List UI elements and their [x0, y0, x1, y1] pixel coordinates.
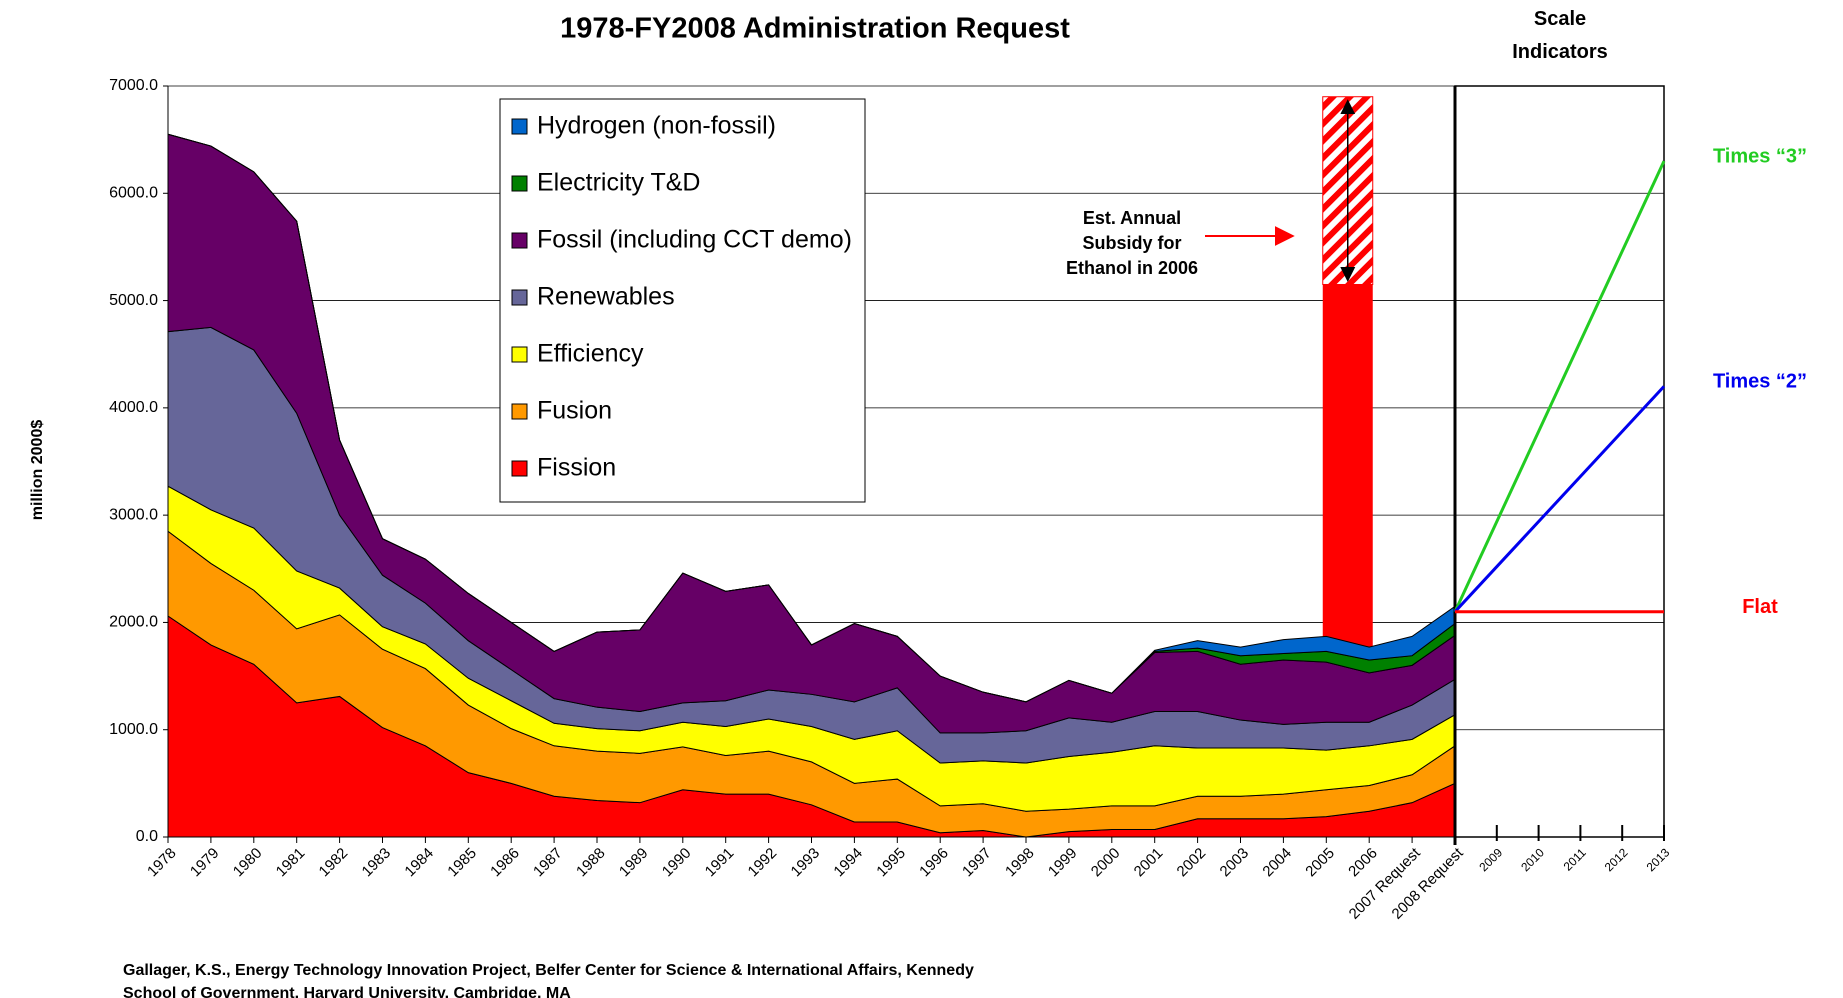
scale-title-line: Scale — [1534, 8, 1586, 30]
legend-label: Efficiency — [537, 340, 644, 368]
annotation-line: Subsidy for — [1082, 233, 1181, 253]
x-tick-label: 1995 — [873, 845, 909, 881]
legend-swatch — [511, 289, 528, 306]
x-tick-label: 1990 — [659, 845, 695, 881]
y-tick-label: 0.0 — [136, 828, 158, 845]
legend-swatch — [511, 232, 528, 249]
x-tick-label: 2013 — [1644, 845, 1673, 874]
scale-line — [1453, 385, 1666, 613]
x-tick-label: 2006 — [1345, 845, 1381, 881]
annotation-line: Ethanol in 2006 — [1066, 258, 1198, 278]
x-tick-label: 1991 — [702, 845, 738, 881]
y-tick-label: 4000.0 — [109, 399, 158, 416]
x-tick-label: 1989 — [616, 845, 652, 881]
footer: School of Government, Harvard University… — [123, 985, 571, 998]
x-tick-label: 1988 — [573, 845, 609, 881]
x-tick-label: 1992 — [745, 845, 781, 881]
y-tick-label: 6000.0 — [109, 185, 158, 202]
x-tick-label: 1999 — [1045, 845, 1081, 881]
x-tick-label: 2002 — [1174, 845, 1210, 881]
legend-label: Fusion — [537, 397, 612, 425]
y-tick-label: 1000.0 — [109, 721, 158, 738]
x-tick-label: 1982 — [316, 845, 352, 881]
legend-label: Fission — [537, 454, 616, 482]
scale-label: Times “2” — [1713, 371, 1807, 393]
scale-title: Scale Indicators — [1512, 8, 1608, 63]
legend-swatch — [511, 175, 528, 192]
footer: Gallager, K.S., Energy Technology Innova… — [123, 962, 974, 979]
chart-title: 1978-FY2008 Administration Request — [560, 13, 1070, 45]
x-tick-label: 1985 — [444, 845, 480, 881]
y-tick-label: 3000.0 — [109, 506, 158, 523]
scale-label: Times “3” — [1713, 145, 1807, 167]
legend-label: Hydrogen (non-fossil) — [537, 112, 776, 140]
legend-swatch — [511, 460, 528, 477]
x-tick-label: 2001 — [1131, 845, 1167, 881]
x-tick-label: 1998 — [1002, 845, 1038, 881]
x-tick-label: 1994 — [830, 845, 866, 881]
x-tick-label: 2003 — [1217, 845, 1253, 881]
x-tick-label: 1981 — [273, 845, 309, 881]
y-tick-label: 7000.0 — [109, 77, 158, 94]
annotation-line: Est. Annual — [1083, 208, 1181, 228]
x-tick-label: 2011 — [1561, 845, 1589, 873]
y-axis-label: million 2000$ — [29, 420, 46, 521]
x-tick-label: 1996 — [916, 845, 952, 881]
x-tick-label: 2012 — [1602, 845, 1631, 874]
x-tick-label: 1997 — [959, 845, 995, 881]
annotation: Est. Annual Subsidy for Ethanol in 2006 — [1066, 208, 1198, 278]
x-tick-label: 2009 — [1476, 845, 1505, 874]
legend-label: Fossil (including CCT demo) — [537, 226, 852, 254]
scale-label: Flat — [1742, 596, 1778, 618]
x-tick-label: 2000 — [1088, 845, 1124, 881]
scale-title-line: Indicators — [1512, 41, 1608, 63]
y-tick-label: 2000.0 — [109, 614, 158, 631]
x-tick-label: 1979 — [187, 845, 223, 881]
x-tick-label: 2005 — [1302, 845, 1338, 881]
scale-line — [1453, 160, 1666, 613]
x-tick-label: 2010 — [1518, 845, 1547, 874]
x-tick-label: 1984 — [401, 845, 437, 881]
legend-swatch — [511, 346, 528, 363]
legend — [499, 98, 866, 503]
x-tick-label: 1986 — [487, 845, 523, 881]
x-tick-label: 1993 — [788, 845, 824, 881]
legend-swatch — [511, 118, 528, 135]
x-tick-label: 1978 — [144, 845, 180, 881]
x-tick-label: 1980 — [230, 845, 266, 881]
scale-panel — [1454, 85, 1665, 838]
x-tick-label: 2004 — [1259, 845, 1295, 881]
x-tick-label: 1987 — [530, 845, 566, 881]
legend-label: Electricity T&D — [537, 169, 700, 197]
y-tick-label: 5000.0 — [109, 292, 158, 309]
legend-label: Renewables — [537, 283, 675, 311]
x-tick-label: 1983 — [359, 845, 395, 881]
legend-swatch — [511, 403, 528, 420]
